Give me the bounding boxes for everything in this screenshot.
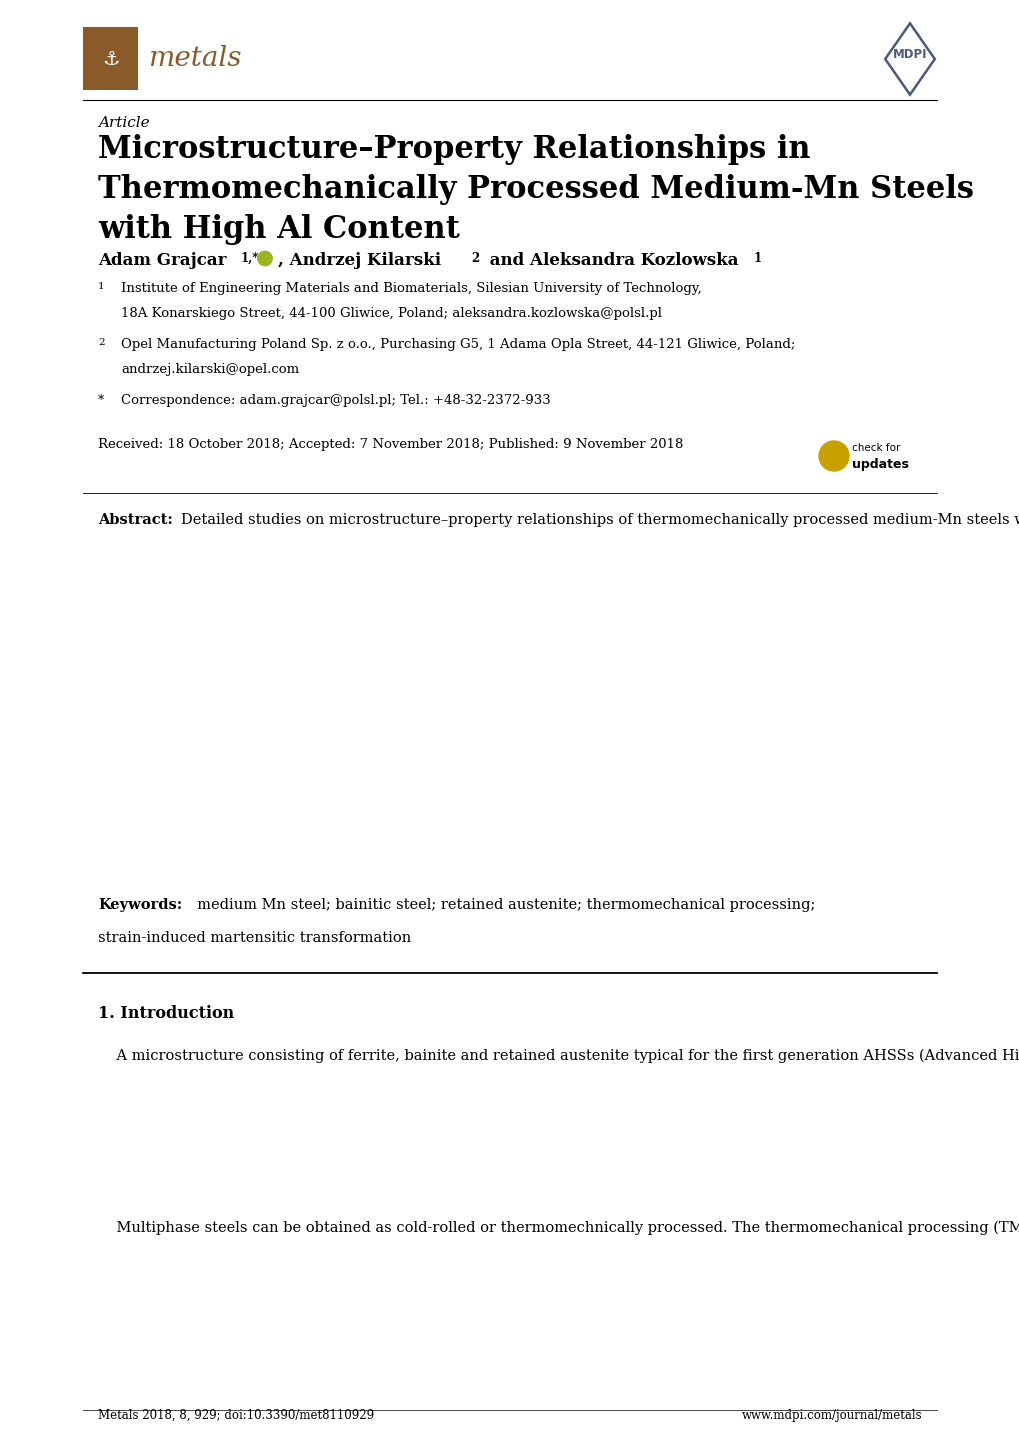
Text: 1: 1 <box>98 283 105 291</box>
Text: Abstract:: Abstract: <box>98 513 172 526</box>
FancyBboxPatch shape <box>83 27 138 89</box>
Text: 2: 2 <box>98 337 105 348</box>
Text: Microstructure–Property Relationships in
Thermomechanically Processed Medium-Mn : Microstructure–Property Relationships in… <box>98 134 973 245</box>
Text: www.mdpi.com/journal/metals: www.mdpi.com/journal/metals <box>741 1409 921 1422</box>
Text: MDPI: MDPI <box>892 49 926 62</box>
Text: Opel Manufacturing Poland Sp. z o.o., Purchasing G5, 1 Adama Opla Street, 44-121: Opel Manufacturing Poland Sp. z o.o., Pu… <box>121 337 795 350</box>
Text: Adam Grajcar: Adam Grajcar <box>98 252 232 270</box>
Text: 18A Konarskiego Street, 44-100 Gliwice, Poland; aleksandra.kozlowska@polsl.pl: 18A Konarskiego Street, 44-100 Gliwice, … <box>121 307 661 320</box>
Text: andrzej.kilarski@opel.com: andrzej.kilarski@opel.com <box>121 363 299 376</box>
Circle shape <box>818 441 848 472</box>
Text: iD: iD <box>261 255 269 261</box>
Text: ⚓: ⚓ <box>102 49 119 69</box>
Text: and Aleksandra Kozlowska: and Aleksandra Kozlowska <box>484 252 744 270</box>
Text: A microstructure consisting of ferrite, bainite and retained austenite typical f: A microstructure consisting of ferrite, … <box>98 1048 1019 1063</box>
Text: 1,*: 1,* <box>240 252 259 265</box>
Text: *: * <box>98 394 104 407</box>
Text: Institute of Engineering Materials and Biomaterials, Silesian University of Tech: Institute of Engineering Materials and B… <box>121 283 701 296</box>
Text: Received: 18 October 2018; Accepted: 7 November 2018; Published: 9 November 2018: Received: 18 October 2018; Accepted: 7 N… <box>98 438 683 451</box>
Text: check for: check for <box>851 443 900 453</box>
Text: Metals 2018, 8, 929; doi:10.3390/met8110929: Metals 2018, 8, 929; doi:10.3390/met8110… <box>98 1409 374 1422</box>
Text: Multiphase steels can be obtained as cold-rolled or thermomechnically processed.: Multiphase steels can be obtained as col… <box>98 1221 1019 1236</box>
Circle shape <box>258 251 272 265</box>
Text: , Andrzej Kilarski: , Andrzej Kilarski <box>278 252 446 270</box>
Text: Article: Article <box>98 115 150 130</box>
Text: 1: 1 <box>753 252 761 265</box>
Text: Correspondence: adam.grajcar@polsl.pl; Tel.: +48-32-2372-933: Correspondence: adam.grajcar@polsl.pl; T… <box>121 394 550 407</box>
Text: strain-induced martensitic transformation: strain-induced martensitic transformatio… <box>98 932 411 945</box>
Text: 1. Introduction: 1. Introduction <box>98 1005 234 1022</box>
Text: Keywords:: Keywords: <box>98 898 182 911</box>
Text: metals: metals <box>148 46 242 72</box>
Text: ✓: ✓ <box>826 448 840 463</box>
Text: medium Mn steel; bainitic steel; retained austenite; thermomechanical processing: medium Mn steel; bainitic steel; retaine… <box>187 898 814 911</box>
Text: 2: 2 <box>471 252 479 265</box>
Text: updates: updates <box>851 457 908 470</box>
Text: Detailed studies on microstructure–property relationships of thermomechanically : Detailed studies on microstructure–prope… <box>180 513 1019 528</box>
